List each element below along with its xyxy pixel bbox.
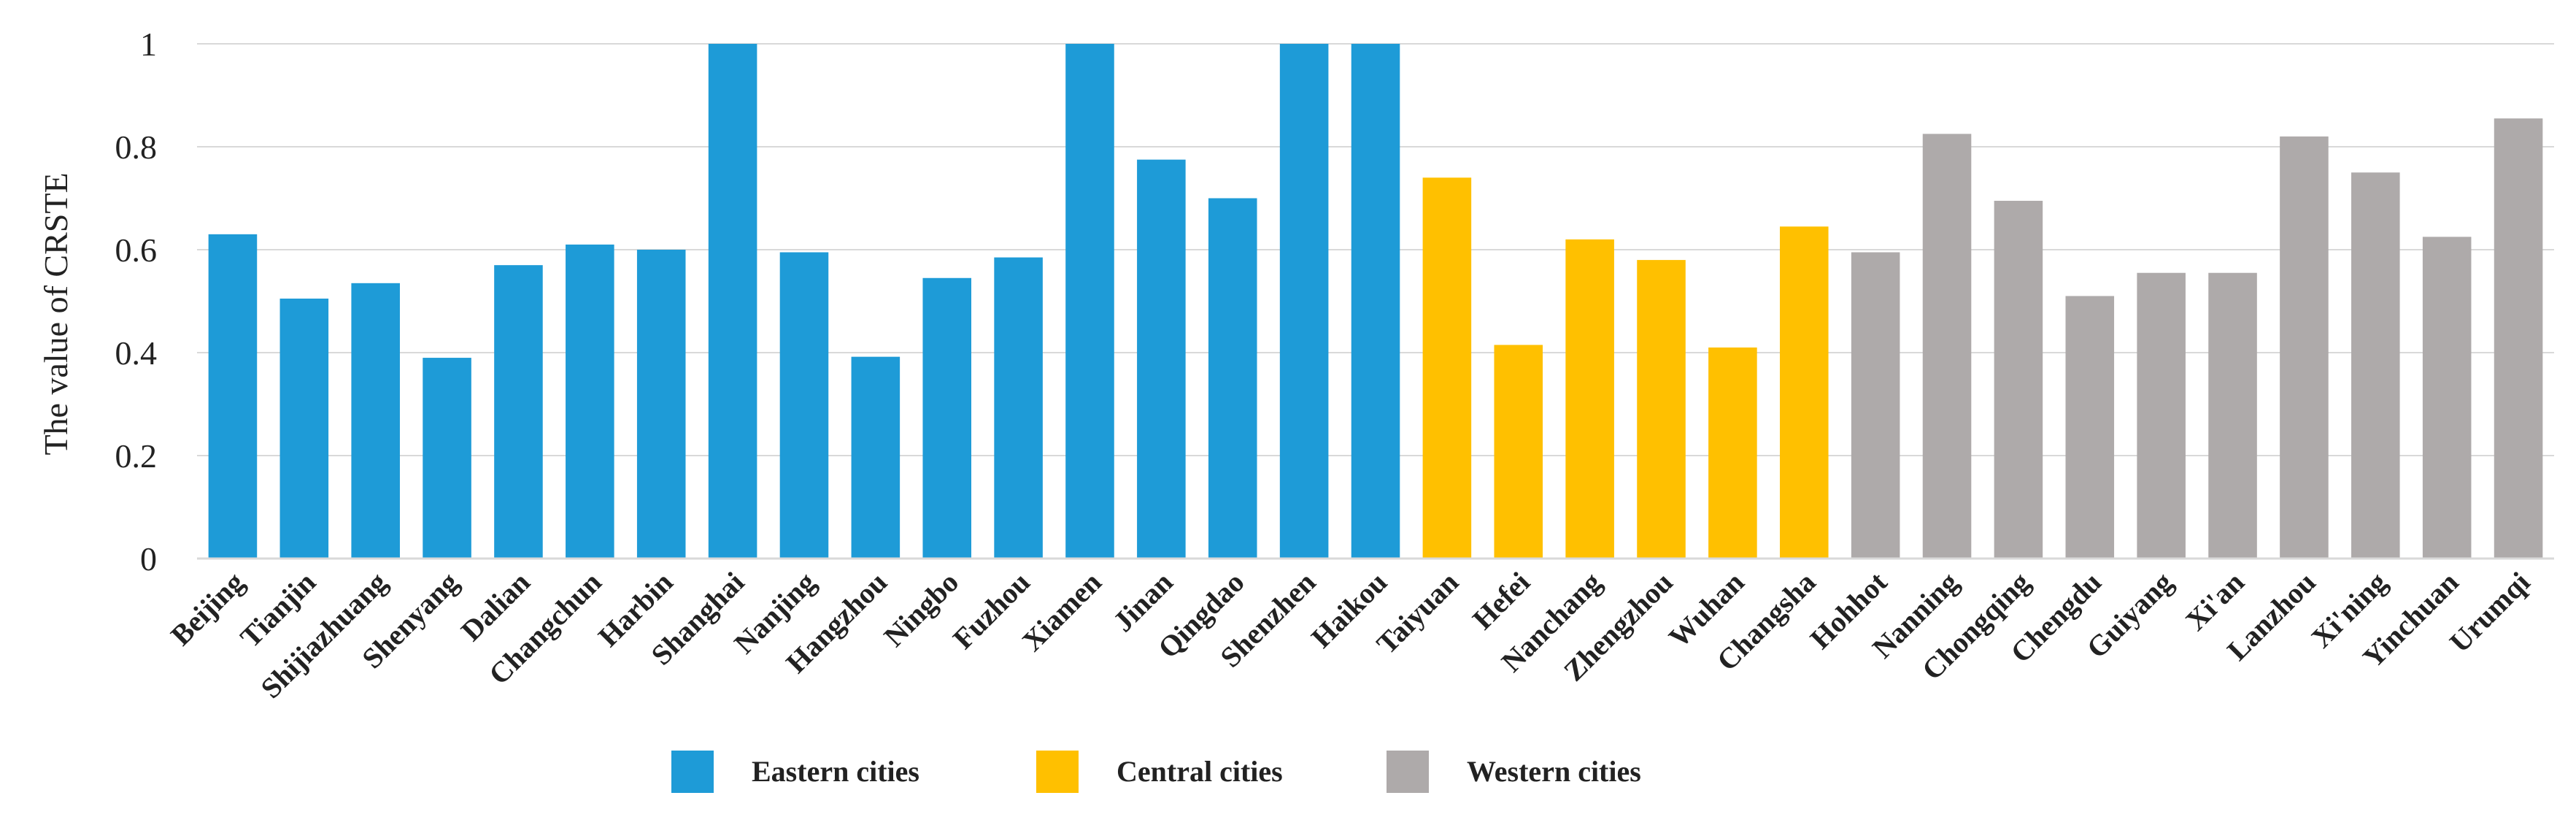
legend-swatch-western (1387, 751, 1429, 793)
legend-label-eastern: Eastern cities (752, 755, 919, 788)
y-tick-label: 0.8 (115, 129, 158, 166)
bar-shenyang (423, 358, 471, 559)
bar-hangzhou (851, 356, 901, 559)
bar-qingdao (1208, 198, 1257, 559)
legend: Eastern cities Central cities Western citi… (671, 751, 1641, 793)
x-category-label: Xiamen (1016, 566, 1108, 658)
bar-changchun (566, 244, 614, 559)
bar-xiamen (1065, 44, 1114, 559)
bar-ningbo (922, 277, 972, 559)
bar-guiyang (2137, 272, 2186, 559)
y-axis-ticks: 0 0.2 0.4 0.6 0.8 1 (115, 26, 158, 578)
bar-shijiazhuang (351, 283, 400, 559)
bar-chengdu (2065, 296, 2115, 559)
legend-swatch-central (1036, 751, 1079, 793)
bar-nanchang (1565, 239, 1614, 559)
bar-shanghai (708, 44, 757, 559)
y-tick-label: 0 (140, 540, 157, 578)
bars (208, 44, 2543, 559)
bar-nanning (1922, 134, 1972, 559)
bar-xi-ning (2351, 172, 2400, 559)
y-axis-title: The value of CRSTE (37, 172, 74, 455)
bar-nanjing (779, 252, 829, 559)
legend-swatch-eastern (671, 751, 714, 793)
bar-tianjin (279, 298, 329, 559)
bar-hefei (1494, 345, 1543, 559)
x-category-label: Ningbo (877, 566, 965, 653)
bar-xi-an (2208, 272, 2257, 559)
bar-fuzhou (994, 257, 1043, 559)
x-category-label: Beijing (164, 566, 250, 652)
bar-wuhan (1708, 347, 1757, 559)
y-tick-label: 0.6 (115, 231, 158, 269)
y-tick-label: 1 (140, 26, 157, 63)
bar-haikou (1351, 44, 1400, 559)
bar-zhengzhou (1637, 260, 1686, 559)
bar-lanzhou (2280, 136, 2329, 559)
y-tick-label: 0.4 (115, 334, 158, 372)
bar-harbin (636, 250, 686, 559)
bar-beijing (208, 234, 258, 559)
bar-hohhot (1851, 252, 1900, 559)
legend-label-central: Central cities (1117, 755, 1283, 788)
bar-yinchuan (2422, 237, 2472, 559)
bar-shenzhen (1279, 44, 1329, 559)
x-category-label: Urumqi (2443, 566, 2537, 659)
bar-changsha (1779, 226, 1829, 559)
bar-chongqing (1994, 201, 2043, 559)
bar-taiyuan (1422, 177, 1472, 559)
bar-urumqi (2494, 118, 2543, 559)
legend-label-western: Western cities (1467, 755, 1641, 788)
bar-jinan (1137, 159, 1186, 559)
x-axis-category-labels: BeijingTianjinShijiazhuangShenyangDalian… (164, 565, 2536, 705)
bar-dalian (494, 265, 543, 559)
y-tick-label: 0.2 (115, 437, 158, 475)
